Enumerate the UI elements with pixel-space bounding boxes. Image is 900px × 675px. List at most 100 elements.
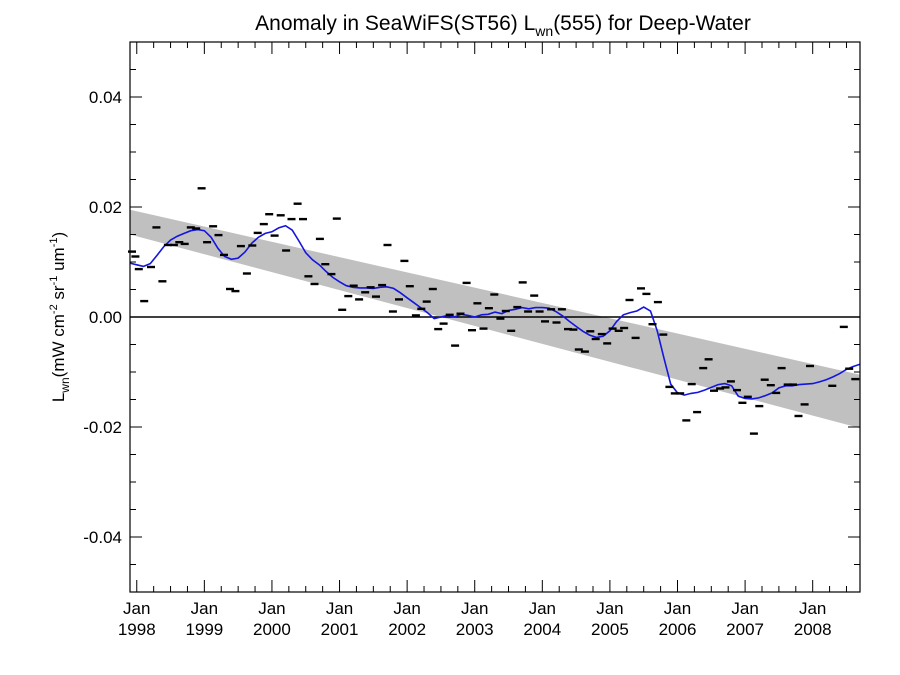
y-axis-label-main: L [49, 393, 68, 402]
y-tick-label: 0.04 [89, 88, 122, 107]
y-axis-label-units-1: (mW cm [49, 314, 68, 377]
data-point [659, 333, 668, 336]
data-point [648, 323, 657, 326]
data-point [332, 217, 341, 220]
data-point [299, 217, 307, 221]
data-point [231, 289, 240, 293]
x-tick-label-month: Jan [326, 599, 353, 618]
data-point [766, 384, 775, 387]
data-point [518, 281, 527, 284]
x-tick-label-month: Jan [664, 599, 691, 618]
data-point [535, 310, 544, 313]
data-point [175, 241, 184, 244]
data-point [851, 377, 860, 381]
data-point [468, 329, 476, 332]
data-point [462, 281, 471, 285]
data-point [603, 342, 612, 345]
data-point [411, 314, 420, 317]
trend-band [130, 209, 860, 429]
data-point [569, 328, 578, 331]
data-point [276, 214, 285, 217]
data-point [226, 287, 234, 291]
x-tick-label-month: Jan [461, 599, 488, 618]
data-point [704, 358, 713, 361]
data-point [806, 364, 814, 368]
data-point [169, 243, 178, 247]
data-point [653, 300, 662, 304]
x-tick-label-month: Jan [191, 599, 218, 618]
data-point [236, 244, 245, 248]
data-point [496, 317, 505, 320]
data-point [501, 309, 510, 313]
data-point [338, 308, 347, 311]
chart-title-main: Anomaly in SeaWiFS(ST56) L [255, 12, 535, 35]
data-point [321, 263, 330, 266]
ticks-layer: 0.04 0.02 0.00 -0.02 -0.04 Jan 1998 Jan 1999 Jan 2… [83, 41, 860, 639]
smoothed-anomaly-line [129, 224, 861, 400]
data-point [693, 410, 702, 414]
smooth-line-layer [129, 224, 861, 400]
data-point [287, 217, 296, 221]
data-point [777, 366, 786, 370]
data-point [417, 307, 426, 310]
y-tick-label: 0.02 [89, 198, 122, 217]
data-points-layer [128, 187, 860, 435]
data-point [456, 312, 465, 315]
data-point [428, 287, 437, 291]
data-point [665, 385, 674, 389]
data-point [355, 298, 364, 301]
x-tick-label-year: 2002 [388, 620, 426, 639]
x-tick-label-year: 2005 [591, 620, 629, 639]
x-tick-label-year: 2007 [726, 620, 764, 639]
y-axis-label-subscript: wn [58, 377, 72, 393]
data-point [794, 414, 803, 418]
data-point [699, 366, 708, 370]
data-point [586, 330, 595, 333]
data-point [282, 249, 291, 252]
data-point [434, 327, 443, 331]
data-point [507, 329, 516, 332]
x-tick-label-month: Jan [123, 599, 150, 618]
data-point [541, 320, 549, 323]
data-point [439, 322, 448, 325]
data-point [214, 233, 223, 237]
x-tick-label-year: 1998 [118, 620, 156, 639]
chart-title-subscript: wn [534, 23, 553, 39]
x-tick-label-year: 2004 [523, 620, 561, 639]
data-point [552, 321, 561, 324]
data-point [242, 272, 251, 275]
data-point [451, 344, 460, 347]
data-point [733, 388, 741, 392]
data-point [557, 308, 566, 311]
data-point [140, 299, 149, 303]
data-point [327, 272, 336, 276]
data-point [642, 292, 651, 296]
data-point [597, 332, 606, 336]
x-tick-label-month: Jan [529, 599, 556, 618]
data-point [574, 348, 583, 351]
data-point [772, 391, 781, 395]
data-point [192, 227, 201, 230]
data-point [383, 243, 392, 247]
data-point [422, 300, 431, 303]
chart-title-tail: (555) for Deep-Water [553, 12, 751, 35]
y-axis-label-units-sup-2: -1 [48, 276, 60, 286]
y-axis-label-units-sup-3: -1 [48, 238, 60, 248]
data-point [366, 286, 375, 289]
y-axis-label: Lwn(mW cm-2 sr-1 um-1) [48, 232, 72, 402]
data-point [400, 259, 409, 263]
data-point [564, 327, 572, 331]
data-point [479, 327, 488, 330]
data-point [676, 392, 685, 395]
data-point [304, 275, 313, 278]
x-tick-label-year: 2008 [794, 620, 832, 639]
x-tick-label-month: Jan [596, 599, 623, 618]
data-point [405, 285, 414, 288]
data-point [614, 329, 623, 332]
data-point [445, 313, 454, 316]
data-point [631, 336, 640, 340]
data-point [344, 294, 353, 298]
x-tick-label-month: Jan [393, 599, 420, 618]
data-point [361, 291, 370, 294]
